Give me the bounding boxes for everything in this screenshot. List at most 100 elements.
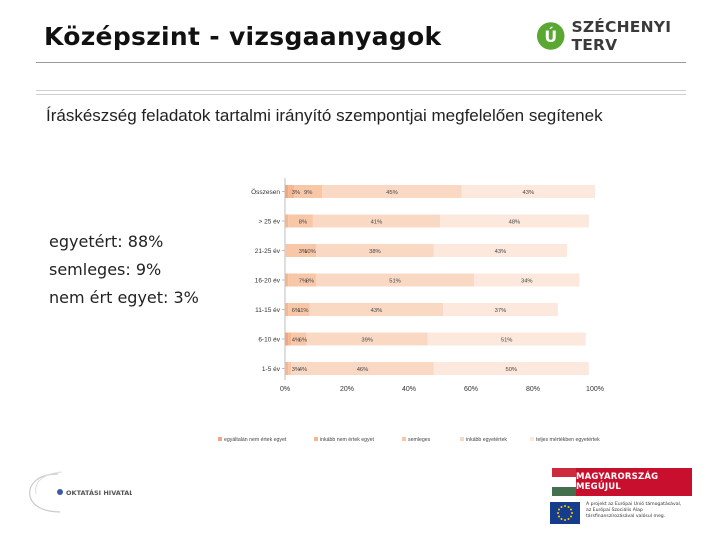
data-label: 45% [386, 190, 398, 196]
bar-segment [285, 273, 289, 287]
bar-segment [316, 273, 475, 287]
x-tick-label: 20% [340, 386, 354, 393]
summary-disagree: nem ért egyet: 3% [49, 288, 199, 307]
x-tick-label: 80% [526, 386, 540, 393]
institution-logo-icon: OKTATÁSI HIVATAL [29, 471, 133, 513]
data-label: 8% [299, 220, 307, 226]
bar-segment [291, 362, 434, 375]
bar-segment [285, 185, 289, 198]
data-label: 41% [371, 220, 383, 226]
data-label: 46% [357, 367, 369, 373]
data-label: 43% [523, 190, 535, 196]
slide-subtitle: Íráskészség feladatok tartalmi irányító … [46, 106, 603, 125]
bar-segment [288, 303, 310, 316]
category-label: 21-25 év [255, 248, 281, 255]
bar-segment [316, 244, 434, 257]
eu-text-line: társfinanszírozásával valósul meg. [586, 514, 666, 519]
data-label: 38% [369, 249, 381, 255]
data-label: 37% [495, 308, 507, 314]
data-label: 50% [505, 367, 517, 373]
bar-segment [294, 185, 323, 198]
eu-funding-text: A projekt az Európai Unió támogatásával,… [586, 502, 716, 520]
header-rule-thin [36, 90, 686, 91]
badge-text: MAGYARORSZÁG MEGÚJUL [576, 468, 692, 496]
bar-segment [285, 332, 289, 346]
logo-mark-letter: Ú [544, 27, 557, 46]
bar-segment [427, 332, 586, 346]
summary-agree: egyetért: 88% [49, 232, 164, 251]
bar-segment [288, 332, 292, 346]
data-label: 48% [509, 220, 521, 226]
legend-label: inkább nem értek egyet [320, 437, 374, 443]
data-label: 11% [297, 308, 308, 314]
legend-swatch [460, 437, 464, 441]
bar-segment [285, 303, 289, 316]
bar-segment [306, 332, 428, 346]
data-label: 8% [306, 279, 314, 285]
data-label: 39% [361, 338, 373, 344]
x-tick-label: 40% [402, 386, 416, 393]
data-label: 7% [299, 279, 307, 285]
category-label: Összesen [251, 188, 280, 196]
category-label: 1-5 év [262, 366, 281, 373]
x-tick-label: 0% [280, 386, 290, 393]
logo-text: SZÉCHENYI TERV [571, 18, 672, 54]
legend-label: inkább egyetértek [466, 437, 507, 443]
data-label: 43% [371, 308, 383, 314]
header-rule-top [36, 62, 686, 63]
data-label: 10% [304, 249, 316, 255]
oktatasi-hivatal-logo: OKTATÁSI HIVATAL [22, 468, 133, 521]
bar-segment [309, 303, 444, 316]
legend-label: semleges [408, 437, 431, 443]
data-label: 34% [521, 279, 533, 285]
data-label: 6% [292, 308, 300, 314]
bar-segment [474, 273, 580, 287]
bar-segment [285, 362, 289, 375]
legend-label: teljes mértékben egyetértek [536, 437, 600, 443]
bar-segment [433, 244, 568, 257]
category-label: 6-10 év [258, 337, 280, 344]
eu-flag-icon [550, 502, 580, 524]
institution-logo-text: OKTATÁSI HIVATAL [66, 488, 132, 497]
eu-text-line: A projekt az Európai Unió támogatásával, [586, 502, 682, 507]
data-label: 6% [299, 338, 307, 344]
bar-segment [288, 214, 313, 228]
bar-segment [433, 362, 589, 375]
bar-segment [312, 214, 440, 228]
summary-neutral: semleges: 9% [49, 260, 162, 279]
page-title: Középszint - vizsgaanyagok [44, 22, 442, 51]
bar-segment [461, 185, 595, 198]
legend-swatch [218, 437, 222, 441]
bar-segment [285, 244, 316, 257]
szechenyi-logo-mark-icon: Ú [536, 22, 565, 50]
data-label: 51% [389, 279, 401, 285]
legend-swatch [314, 437, 318, 441]
bar-segment [288, 273, 316, 287]
legend-swatch [402, 437, 406, 441]
x-tick-label: 60% [464, 386, 478, 393]
bar-segment [440, 214, 589, 228]
header-rule-thin-2 [36, 94, 686, 95]
legend-swatch [530, 437, 534, 441]
data-label: 3% [299, 249, 307, 255]
bar-segment [322, 185, 462, 198]
legend-label: egyáltalán nem értek egyet [224, 437, 287, 443]
magyarorszag-megujul-badge: MAGYARORSZÁG MEGÚJUL [552, 468, 692, 496]
bar-segment [285, 214, 289, 228]
bar-segment [291, 332, 307, 346]
data-label: 51% [501, 338, 513, 344]
szechenyi-terv-logo: Ú SZÉCHENYI TERV [536, 18, 720, 54]
summary-list: egyetért: 88% semleges: 9% nem ért egyet… [49, 228, 199, 312]
x-tick-label: 100% [586, 386, 604, 393]
bar-segment [288, 185, 295, 198]
bar-segment [443, 303, 558, 316]
data-label: 43% [495, 249, 507, 255]
data-label: 3% [292, 190, 300, 196]
bar-segment [288, 362, 292, 375]
category-label: > 25 év [258, 219, 280, 226]
category-label: 11-15 év [255, 307, 281, 314]
hungarian-flag-icon [552, 468, 576, 496]
eu-text-line: az Európai Szociális Alap [586, 508, 643, 513]
category-label: 16-20 év [255, 278, 281, 285]
data-label: 4% [299, 367, 307, 373]
